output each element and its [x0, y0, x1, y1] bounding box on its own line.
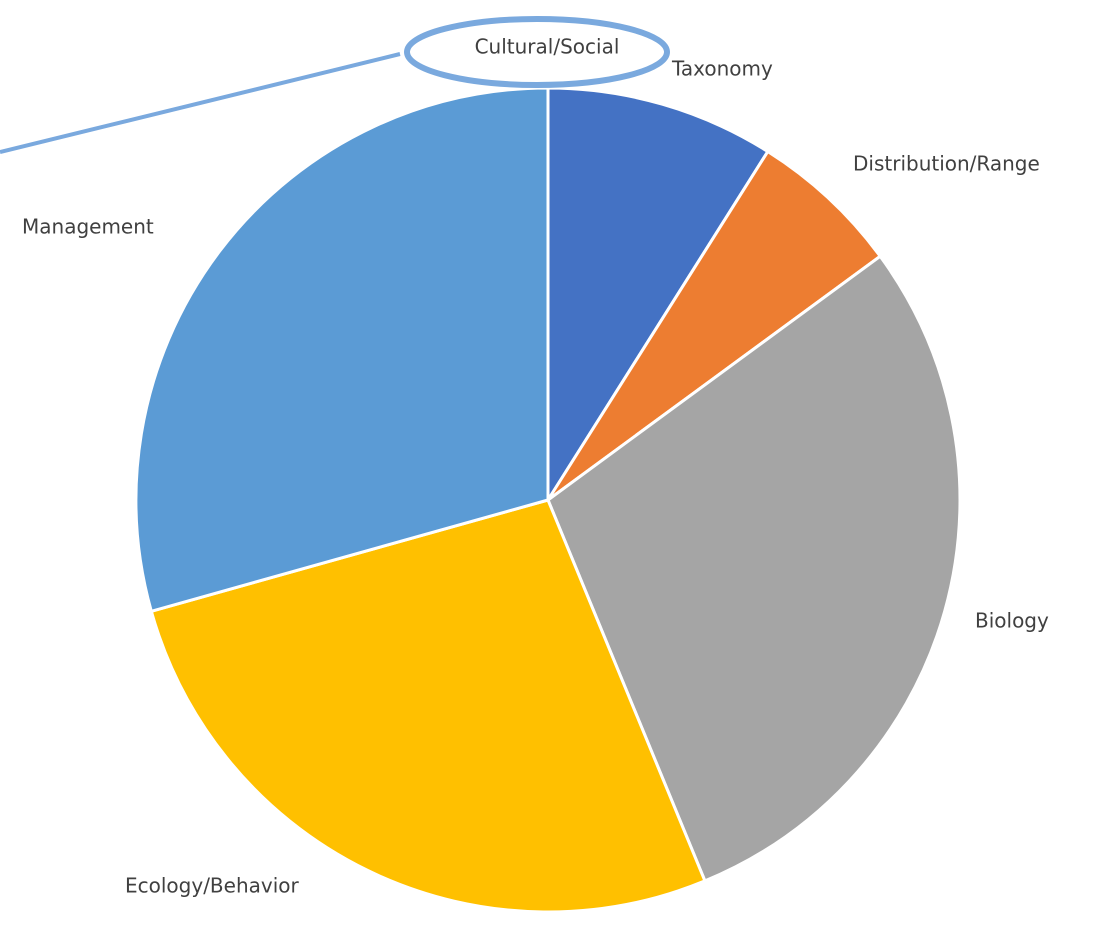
- labels: Cultural/Social Taxonomy Distribution/Rang…: [22, 35, 1049, 898]
- annotation-line: [0, 52, 401, 154]
- slices: [134, 86, 962, 914]
- slice-label: Biology: [975, 609, 1049, 633]
- slice: [546, 86, 770, 506]
- slice: [149, 498, 707, 914]
- annotation-ellipse: [404, 16, 670, 88]
- slice-label: Ecology/Behavior: [125, 874, 300, 898]
- slice-label: Management: [22, 215, 154, 239]
- slice-label: Cultural/Social: [475, 35, 620, 59]
- slice: [546, 254, 962, 883]
- slice: [134, 86, 550, 614]
- slice-label: Distribution/Range: [853, 152, 1040, 176]
- slice: [546, 149, 883, 502]
- slice-label: Taxonomy: [671, 57, 773, 81]
